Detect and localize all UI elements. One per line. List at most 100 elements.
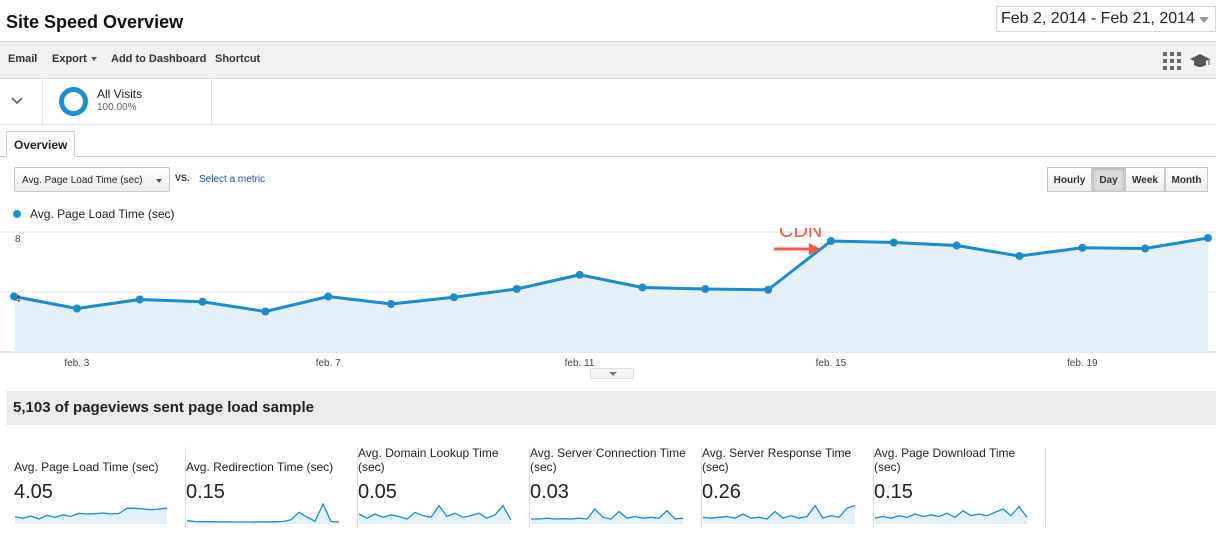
scorecard-label: Avg. Redirection Time (sec) <box>186 460 334 474</box>
data-point <box>1078 243 1087 252</box>
data-point <box>449 293 458 302</box>
metric-select[interactable]: Avg. Page Load Time (sec) <box>14 167 170 192</box>
data-point <box>72 304 81 313</box>
chevron-down-icon <box>90 57 97 61</box>
arrow-head-icon <box>808 243 821 255</box>
series-area <box>14 238 1208 352</box>
scorecard-value: 0.05 <box>358 481 397 503</box>
graduation-cap-icon[interactable] <box>1190 53 1210 69</box>
scorecard[interactable]: Avg. Redirection Time (sec) 0.15 <box>186 447 358 527</box>
data-point <box>10 292 18 301</box>
sparkline-line <box>14 507 168 520</box>
report-toolbar: Email Export Add to Dashboard Shortcut <box>0 41 1216 79</box>
scorecard-value: 0.15 <box>186 481 225 503</box>
segment-bar <box>0 79 1216 125</box>
data-point <box>764 285 773 294</box>
data-point <box>952 241 961 250</box>
x-tick-label: feb. 3 <box>64 358 89 369</box>
vs-label: VS. <box>175 173 190 183</box>
scorecard[interactable]: Avg. Domain Lookup Time (sec) 0.05 <box>358 446 530 527</box>
scorecard-label: Avg. Server Response Time (sec) <box>702 446 852 474</box>
sparkline-line <box>358 504 512 521</box>
sparkline <box>702 504 856 524</box>
sparkline-area <box>359 505 511 524</box>
legend-label: Avg. Page Load Time (sec) <box>30 207 175 221</box>
series-line <box>13 236 1209 313</box>
segment-percent: 100.00% <box>97 102 137 113</box>
data-point <box>512 285 521 293</box>
scorecard-value: 0.26 <box>702 481 741 503</box>
sparkline-area <box>531 509 683 524</box>
scorecard[interactable]: Avg. Server Connection Time (sec) 0.03 <box>530 446 702 527</box>
x-tick-label: feb. 15 <box>816 358 847 369</box>
select-metric-link[interactable]: Select a metric <box>199 174 266 185</box>
sparkline-line <box>874 505 1028 519</box>
tab-divider <box>0 156 1216 157</box>
chevron-down-icon[interactable] <box>10 93 24 107</box>
segment-card[interactable] <box>42 79 212 125</box>
sparkline-area <box>187 504 339 524</box>
scorecard[interactable]: Avg. Server Response Time (sec) 0.26 <box>702 446 874 527</box>
customize-grid-icon[interactable] <box>1163 52 1181 70</box>
data-point <box>324 292 333 301</box>
chevron-down-icon <box>1199 17 1209 23</box>
shortcut-button[interactable]: Shortcut <box>215 53 261 65</box>
export-label: Export <box>52 53 87 65</box>
scorecard-label: Avg. Server Connection Time (sec) <box>530 446 686 474</box>
metric-select-value: Avg. Page Load Time (sec) <box>22 175 143 186</box>
x-tick-label: feb. 19 <box>1067 358 1098 369</box>
line-chart[interactable]: 8 4 feb. 3 feb. 7 feb. 11 feb. 15 feb. 19 CDN <box>0 228 1216 378</box>
segment-name: All Visits <box>97 87 143 101</box>
scorecard[interactable]: Avg. Page Load Time (sec) 4.05 <box>14 447 186 527</box>
scorecard-value: 0.15 <box>874 481 913 503</box>
y-tick-label: 4 <box>15 294 21 305</box>
chevron-down-icon <box>156 179 162 183</box>
page-title: Site Speed Overview <box>6 12 184 32</box>
scorecard-label: Avg. Page Download Time (sec) <box>874 446 1016 474</box>
data-point <box>261 307 270 316</box>
sparkline <box>358 504 512 524</box>
scorecard-label: Avg. Page Load Time (sec) <box>14 460 159 474</box>
x-tick-label: feb. 7 <box>316 358 341 369</box>
data-point <box>1141 244 1150 253</box>
sparkline <box>14 507 168 524</box>
legend-marker <box>13 210 21 218</box>
summary-text: 5,103 of pageviews sent page load sample <box>13 399 314 416</box>
scorecard[interactable]: Avg. Page Download Time (sec) 0.15 <box>874 446 1046 527</box>
granularity-day-button[interactable]: Day <box>1092 167 1125 192</box>
sparkline-area <box>15 508 167 524</box>
segment-ring-icon <box>59 87 88 116</box>
data-point <box>826 237 835 245</box>
sparkline-line <box>186 503 340 523</box>
y-tick-label: 8 <box>15 234 21 245</box>
data-point <box>135 295 144 304</box>
email-button[interactable]: Email <box>8 53 38 65</box>
scorecard-value: 0.03 <box>530 481 569 503</box>
x-tick-label: feb. 11 <box>565 358 595 369</box>
date-range-picker[interactable]: Feb 2, 2014 - Feb 21, 2014 <box>996 6 1216 32</box>
summary-bar <box>6 391 1216 425</box>
date-range-label: Feb 2, 2014 - Feb 21, 2014 <box>1001 10 1195 27</box>
annotation-label: CDN <box>779 228 822 242</box>
sparkline <box>531 508 684 524</box>
data-point <box>1204 234 1212 242</box>
add-to-dashboard-button[interactable]: Add to Dashboard <box>111 53 207 65</box>
data-point <box>638 283 647 292</box>
sparkline-area <box>703 505 855 524</box>
sparkline-line <box>531 508 684 520</box>
data-point <box>575 270 584 279</box>
data-point <box>198 297 207 306</box>
data-point <box>387 300 396 308</box>
data-point <box>889 238 898 247</box>
export-button[interactable]: Export <box>52 53 97 65</box>
sparkline <box>186 503 340 524</box>
scorecard-value: 4.05 <box>14 481 53 503</box>
data-point <box>1015 252 1024 260</box>
sparkline <box>874 505 1028 524</box>
tab-overview[interactable]: Overview <box>6 131 75 157</box>
granularity-week-button[interactable]: Week <box>1125 167 1165 192</box>
data-point <box>701 285 710 293</box>
granularity-month-button[interactable]: Month <box>1165 167 1208 192</box>
granularity-hourly-button[interactable]: Hourly <box>1047 167 1092 192</box>
collapse-chart-toggle[interactable] <box>590 368 634 379</box>
